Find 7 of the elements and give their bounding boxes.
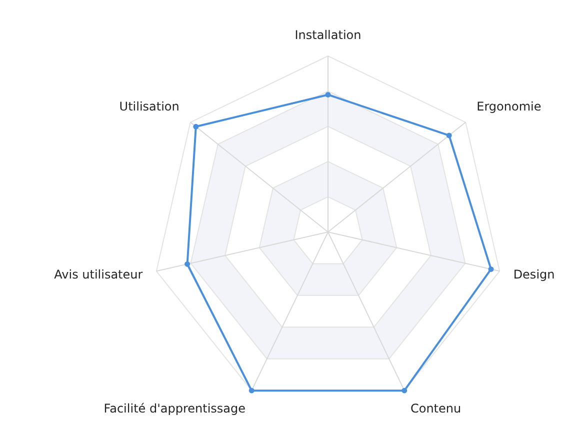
spoke-label: Design (513, 267, 555, 282)
spoke-label: Avis utilisateur (54, 267, 143, 282)
spoke-label: Installation (294, 28, 362, 42)
spoke-label: Contenu (410, 401, 462, 416)
spoke-label: Facilité d'apprentissage (104, 401, 246, 416)
spoke-label: Ergonomie (476, 99, 542, 114)
spoke-label: Utilisation (119, 99, 180, 114)
